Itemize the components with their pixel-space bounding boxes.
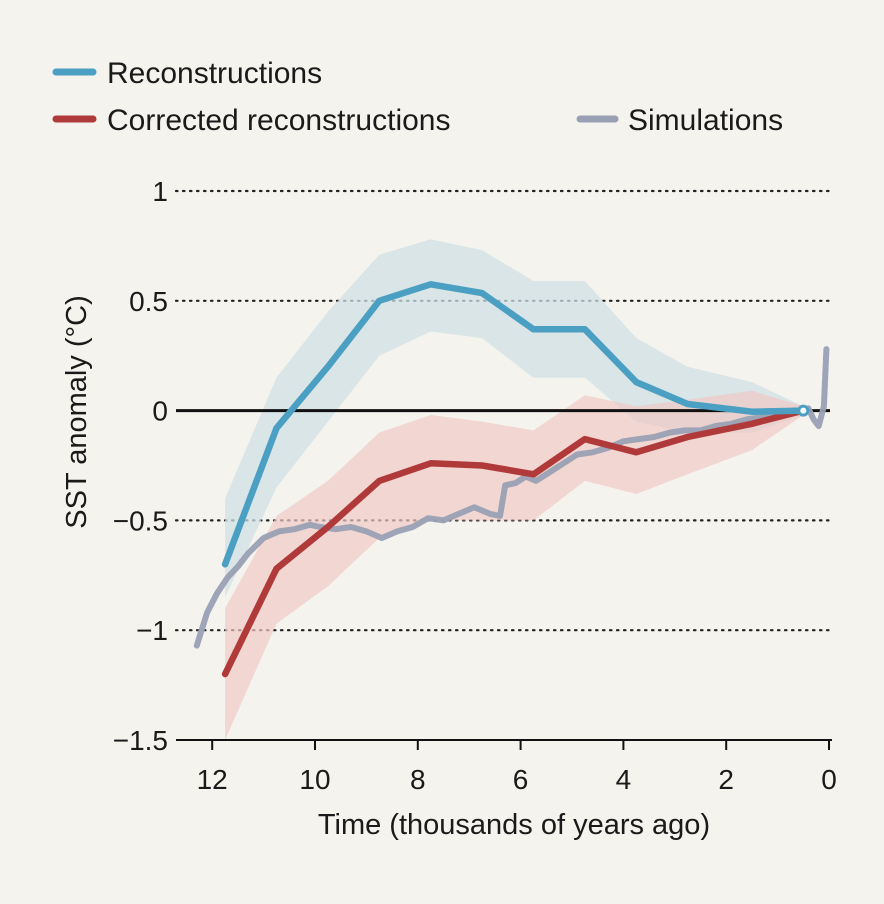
legend: Reconstructions Corrected reconstruction… — [52, 57, 783, 137]
series-lines — [193, 281, 830, 678]
x-tick-label: 8 — [410, 764, 426, 795]
x-axis-title: Time (thousands of years ago) — [318, 809, 710, 841]
y-tick-label: −1 — [136, 615, 168, 646]
legend-label-corrected: Corrected reconstructions — [107, 104, 450, 137]
band-corrected — [225, 390, 804, 740]
y-tick-labels: 1 0.5 0 −0.5 −1 −1.5 — [113, 176, 168, 756]
x-tick-label: 0 — [821, 764, 837, 795]
x-tick-label: 2 — [718, 764, 734, 795]
endpoint-reconstructions — [797, 404, 810, 417]
y-tick-label: −0.5 — [113, 505, 168, 536]
y-tick-label: 1 — [152, 176, 168, 207]
band-reconstructions — [225, 239, 804, 598]
y-tick-label: −1.5 — [113, 725, 168, 756]
x-tick-label: 6 — [513, 764, 529, 795]
legend-label-simulations: Simulations — [628, 104, 783, 137]
grid — [174, 189, 832, 632]
y-tick-label: 0 — [152, 396, 168, 427]
x-tick-labels: 12 10 8 6 4 2 0 — [197, 764, 837, 795]
line-simulations — [193, 346, 830, 649]
x-tick-label: 12 — [197, 764, 228, 795]
y-axis-title: SST anomaly (°C) — [61, 295, 93, 528]
y-tick-label: 0.5 — [129, 286, 168, 317]
line-corrected — [221, 407, 807, 678]
x-tick-label: 10 — [299, 764, 330, 795]
uncertainty-bands — [225, 239, 804, 740]
legend-label-reconstructions: Reconstructions — [107, 57, 322, 90]
line-reconstructions — [221, 281, 807, 568]
axes — [176, 739, 832, 750]
x-tick-label: 4 — [616, 764, 632, 795]
